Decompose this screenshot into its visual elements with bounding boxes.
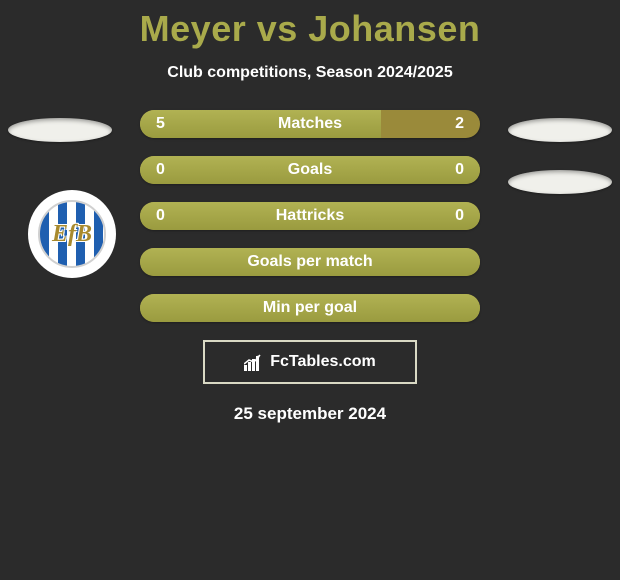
- bar-chart-icon: [244, 353, 264, 371]
- stat-label: Matches: [140, 115, 480, 133]
- club-badge-text: EfB: [52, 221, 92, 248]
- stat-row-hattricks: 0 Hattricks 0: [140, 202, 480, 230]
- stat-bars: 5 Matches 2 0 Goals 0 0 Hattricks 0 Goal…: [140, 110, 480, 322]
- stat-label: Hattricks: [140, 207, 480, 225]
- player-left-club-badge: EfB: [28, 190, 116, 278]
- stat-row-min-per-goal: Min per goal: [140, 294, 480, 322]
- stat-label: Goals per match: [140, 253, 480, 271]
- page-subtitle: Club competitions, Season 2024/2025: [0, 64, 620, 82]
- page-title: Meyer vs Johansen: [0, 0, 620, 50]
- stat-label: Goals: [140, 161, 480, 179]
- snapshot-date: 25 september 2024: [0, 404, 620, 424]
- club-badge-inner: EfB: [38, 200, 106, 268]
- comparison-panel: EfB 5 Matches 2 0 Goals 0 0 Hattricks 0 …: [0, 110, 620, 424]
- player-left-avatar-placeholder: [8, 118, 112, 142]
- stat-row-goals-per-match: Goals per match: [140, 248, 480, 276]
- stat-right-value: 0: [455, 161, 464, 179]
- stat-row-matches: 5 Matches 2: [140, 110, 480, 138]
- stat-right-value: 2: [455, 115, 464, 133]
- stat-row-goals: 0 Goals 0: [140, 156, 480, 184]
- stat-label: Min per goal: [140, 299, 480, 317]
- brand-text: FcTables.com: [270, 353, 376, 371]
- player-right-avatar-placeholder: [508, 118, 612, 142]
- player-right-club-placeholder: [508, 170, 612, 194]
- stat-right-value: 0: [455, 207, 464, 225]
- brand-box[interactable]: FcTables.com: [203, 340, 417, 384]
